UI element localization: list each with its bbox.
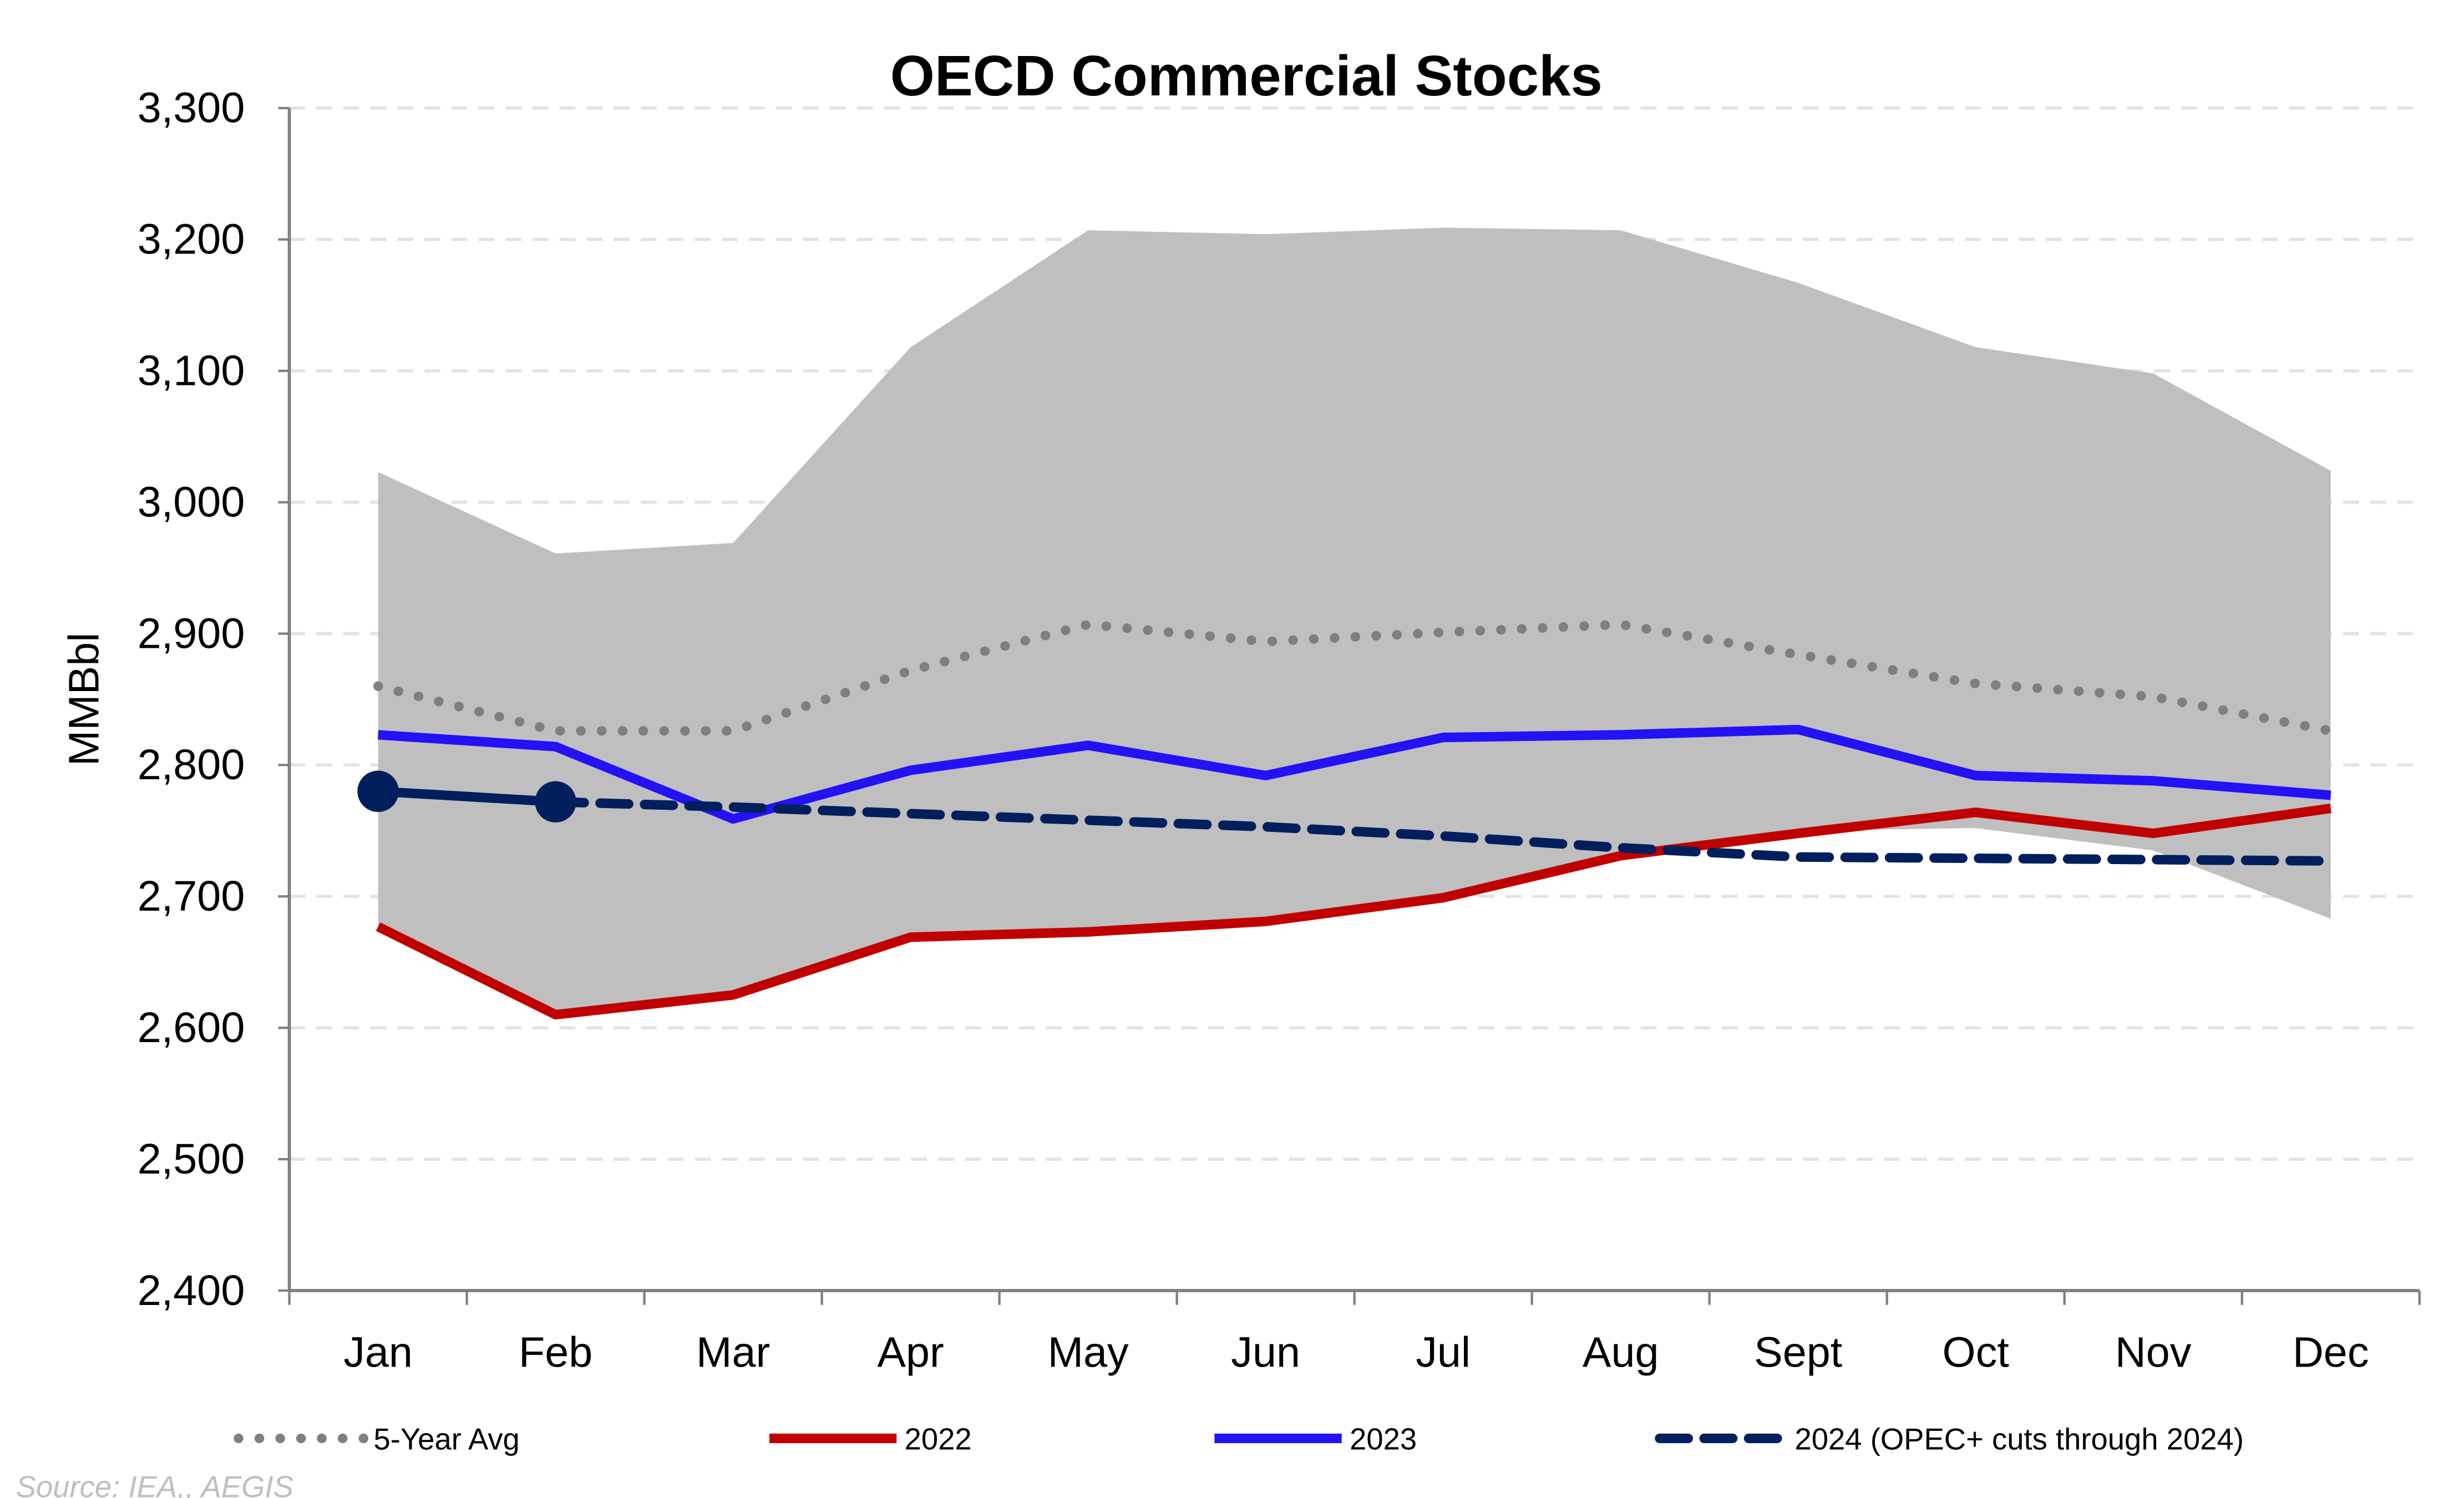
data-point <box>357 770 399 813</box>
y-tick-label: 2,400 <box>138 1267 245 1314</box>
y-axis-label: MMBbl <box>60 633 108 766</box>
range-band <box>378 227 2331 1015</box>
legend-label: 5-Year Avg <box>373 1423 519 1456</box>
data-point <box>535 781 576 822</box>
y-tick-label: 3,300 <box>138 84 245 132</box>
series-line <box>551 797 2336 866</box>
y-tick-label: 3,100 <box>138 347 245 394</box>
x-tick-label: Jan <box>343 1329 413 1377</box>
x-tick-label: Jun <box>1231 1329 1300 1377</box>
x-tick-label: Nov <box>2115 1329 2192 1377</box>
x-tick-label: Aug <box>1583 1329 1659 1377</box>
series-line <box>376 804 2331 1020</box>
y-tick-label: 3,200 <box>138 216 245 263</box>
series-line-actual <box>378 786 556 807</box>
y-tick-label: 2,900 <box>138 610 245 657</box>
y-tick-label: 3,000 <box>138 478 245 526</box>
x-tick-label: Dec <box>2293 1329 2369 1377</box>
y-tick-label: 2,700 <box>138 872 245 920</box>
x-tick-label: Jul <box>1416 1329 1471 1377</box>
x-tick-label: May <box>1048 1329 1129 1377</box>
series-line <box>373 619 2336 736</box>
x-tick-label: Oct <box>1943 1329 2009 1377</box>
legend-label: 2023 <box>1350 1423 1417 1456</box>
y-tick-label: 2,600 <box>138 1004 245 1052</box>
x-tick-label: Sept <box>1754 1329 1842 1377</box>
legend-label: 2024 (OPEC+ cuts through 2024) <box>1794 1423 2244 1456</box>
x-tick-label: Feb <box>519 1329 592 1377</box>
legend-label: 2022 <box>905 1423 972 1456</box>
chart-title: OECD Commercial Stocks <box>890 44 1603 108</box>
source-note: Source: IEA,, AEGIS <box>16 1470 293 1498</box>
x-tick-label: Mar <box>696 1329 770 1377</box>
x-tick-label: Apr <box>877 1329 944 1377</box>
y-tick-label: 2,800 <box>138 741 245 789</box>
y-tick-label: 2,500 <box>138 1135 245 1183</box>
